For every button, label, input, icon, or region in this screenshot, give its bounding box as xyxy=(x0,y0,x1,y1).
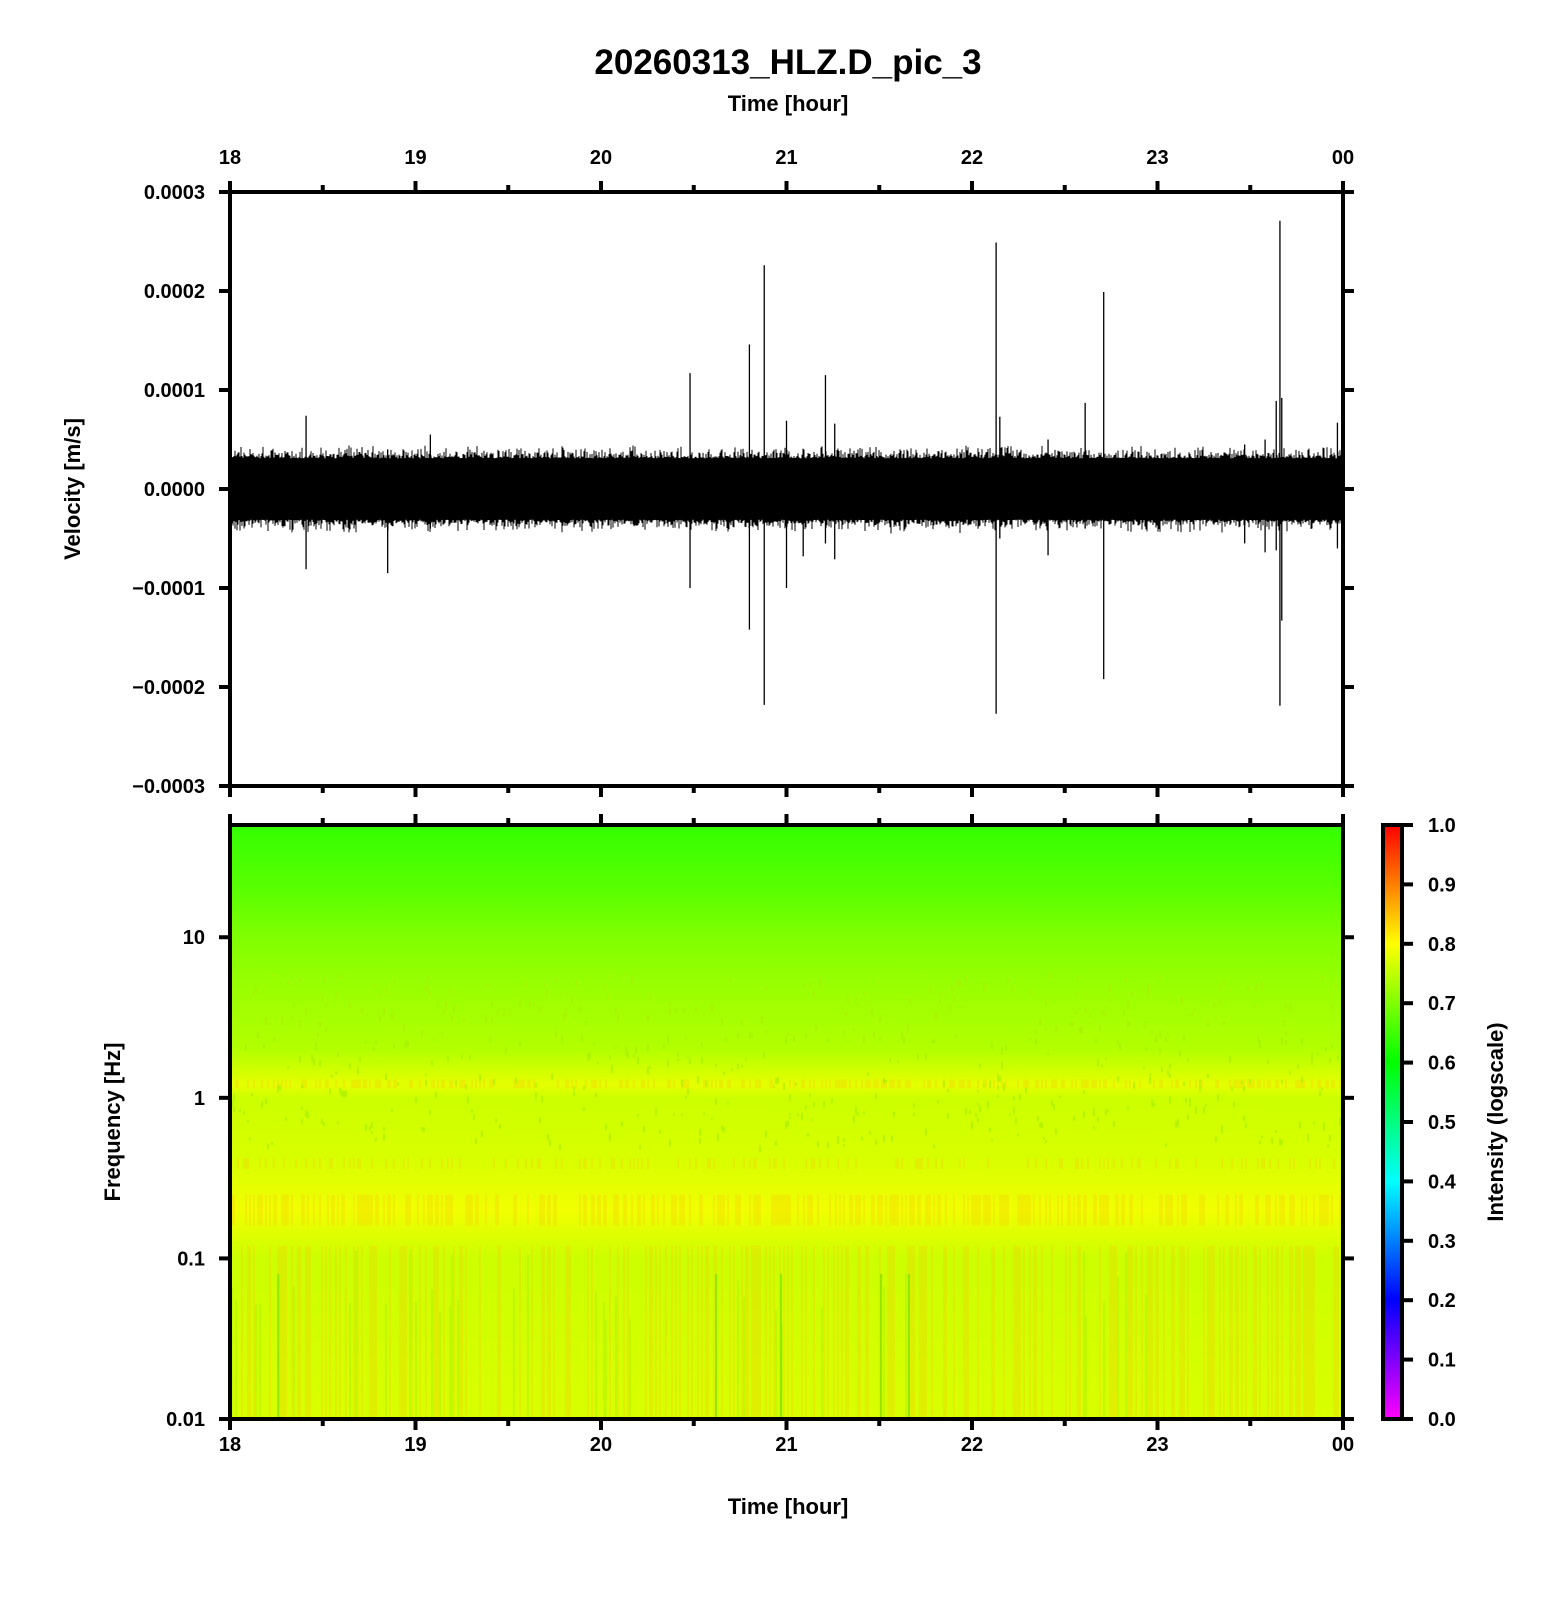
spec-x-tick-label-bottom-0: 18 xyxy=(219,1434,241,1456)
waveform-y-axis-label: Velocity [m/s] xyxy=(60,418,85,560)
wave-x-tick-label-top-4: 22 xyxy=(961,147,983,169)
waveform-ticks: 18 19 20 21 22 23 00 0.0003 0.0002 0.0001 0.0000 −0… xyxy=(132,147,1354,798)
colorbar-label: Intensity (logscale) xyxy=(1483,1022,1508,1221)
cb-tick-label-0: 1.0 xyxy=(1428,815,1456,837)
spectrogram-y-axis-label: Frequency [Hz] xyxy=(100,1043,125,1202)
spec-y-tick-label-1: 1 xyxy=(194,1088,205,1110)
wave-y-tick-label-5: −0.0002 xyxy=(132,677,205,699)
top-axis-label: Time [hour] xyxy=(728,91,849,116)
wave-y-tick-label-1: 0.0002 xyxy=(144,281,205,303)
cb-tick-label-8: 0.2 xyxy=(1428,1290,1456,1312)
spec-y-tick-label-2: 0.1 xyxy=(177,1248,205,1270)
wave-x-tick-label-top-5: 23 xyxy=(1146,147,1168,169)
wave-x-tick-label-top-0: 18 xyxy=(219,147,241,169)
spec-y-tick-label-0: 10 xyxy=(183,927,205,949)
wave-y-tick-label-2: 0.0001 xyxy=(144,380,205,402)
colorbar-ramp xyxy=(1381,823,1404,1421)
spec-x-tick-label-bottom-5: 23 xyxy=(1146,1434,1168,1456)
cb-tick-label-5: 0.5 xyxy=(1428,1112,1456,1134)
spec-x-tick-label-bottom-6: 00 xyxy=(1332,1434,1354,1456)
wave-y-tick-label-3: 0.0000 xyxy=(144,479,205,501)
colorbar: 1.0 0.9 0.8 0.7 0.6 0.5 0.4 0.3 0.2 0.1 0.0 Intens… xyxy=(1381,815,1508,1431)
waveform-spikes xyxy=(305,220,1339,714)
spectrogram-ticks: 18 19 20 21 22 23 00 10 1 0.1 0.01 xyxy=(166,814,1354,1456)
cb-tick-label-9: 0.1 xyxy=(1428,1350,1456,1372)
cb-tick-label-2: 0.8 xyxy=(1428,934,1456,956)
wave-x-tick-label-top-6: 00 xyxy=(1332,147,1354,169)
cb-tick-label-3: 0.7 xyxy=(1428,993,1456,1015)
spec-y-tick-label-3: 0.01 xyxy=(166,1409,205,1431)
spectrogram-x-axis-label: Time [hour] xyxy=(728,1494,849,1519)
spec-x-tick-label-bottom-2: 20 xyxy=(590,1434,612,1456)
wave-x-tick-label-top-3: 21 xyxy=(775,147,797,169)
wave-x-tick-label-top-1: 19 xyxy=(404,147,426,169)
wave-x-tick-label-top-2: 20 xyxy=(590,147,612,169)
wave-y-tick-label-0: 0.0003 xyxy=(144,182,205,204)
wave-y-tick-label-6: −0.0003 xyxy=(132,776,205,798)
cb-tick-label-4: 0.6 xyxy=(1428,1053,1456,1075)
spec-x-tick-label-bottom-1: 19 xyxy=(404,1434,426,1456)
spec-speckle xyxy=(230,973,1343,1152)
spec-x-tick-label-bottom-4: 22 xyxy=(961,1434,983,1456)
wave-y-tick-label-4: −0.0001 xyxy=(132,578,205,600)
spec-warm-streaks xyxy=(230,1079,1343,1419)
noise-band-fuzz xyxy=(230,445,1343,534)
cb-tick-label-6: 0.4 xyxy=(1428,1171,1457,1193)
spec-x-tick-label-bottom-3: 21 xyxy=(775,1434,797,1456)
colorbar-ticks: 1.0 0.9 0.8 0.7 0.6 0.5 0.4 0.3 0.2 0.1 0.0 xyxy=(1402,815,1457,1431)
cb-tick-label-10: 0.0 xyxy=(1428,1409,1456,1431)
spectrogram-texture xyxy=(230,973,1343,1419)
waveform-panel: 18 19 20 21 22 23 00 0.0003 0.0002 0.0001 0.0000 −0… xyxy=(60,147,1354,798)
chart-title: 20260313_HLZ.D_pic_3 xyxy=(594,43,981,82)
cb-tick-label-1: 0.9 xyxy=(1428,874,1456,896)
cb-tick-label-7: 0.3 xyxy=(1428,1231,1456,1253)
